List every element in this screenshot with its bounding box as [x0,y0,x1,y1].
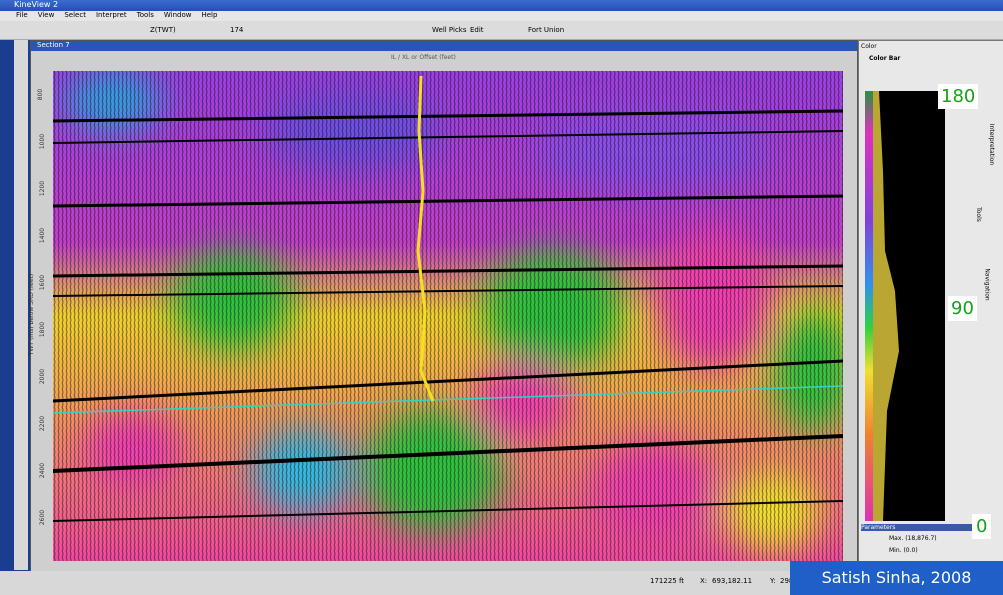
color-scale [865,91,873,521]
top-axis-label: IL / XL or Offset (feet) [391,54,456,61]
side-tab[interactable]: Tools [974,207,982,222]
color-bar-heading: Color Bar [869,55,901,62]
menu-item[interactable]: Tools [136,11,154,19]
domain-select[interactable]: Z(TWT) [150,26,176,34]
menu-item[interactable]: Interpret [95,11,127,19]
edit-button[interactable]: Edit [470,26,484,34]
histogram-shape [873,91,899,521]
max-label: Max. (18,876.7) [889,535,937,542]
menu-bar: File View Select Interpret Tools Window Help [0,11,1003,21]
section-window: Section 7 IL / XL or Offset (feet) TWT (… [28,40,858,572]
seismic-section [53,71,843,561]
menu-item[interactable]: Help [201,11,218,19]
depth-tick-label: 2000 [39,368,47,385]
status-y-label: Y: [770,577,776,585]
depth-tick-label: 2400 [39,462,47,479]
depth-tick-label: 800 [37,88,45,101]
status-x-label: X: [700,577,708,585]
menu-item[interactable]: Select [64,11,86,19]
depth-tick-label: 1600 [39,274,47,291]
side-tab[interactable]: Navigation [983,268,991,301]
credit-label: Satish Sinha, 2008 [790,561,1003,595]
tool-strip [14,40,28,570]
depth-tick-label: 1800 [39,321,47,338]
depth-axis: 800 1000 1200 1400 1600 1800 2000 2200 2400 2600 [35,71,53,561]
horizon-select[interactable]: Fort Union [528,26,565,34]
parameters-header: Parameters [861,524,989,531]
side-tab[interactable]: Interpretation [988,123,996,166]
side-panel: Color Color Bar Interpretation Tools Navig… [858,40,1003,572]
menu-item[interactable]: Window [163,11,192,19]
section-tab[interactable]: Section 7 [31,41,857,51]
min-label: Min. (0.0) [889,547,918,554]
depth-tick-label: 1000 [39,133,47,150]
scale-top-label: 180 [938,84,979,109]
line-number[interactable]: 174 [230,26,244,34]
depth-tick-label: 1400 [39,227,47,244]
panel-title: Color [861,43,877,50]
toolbar: Z(TWT) 174 Well Picks Edit Fort Union [0,21,1003,40]
well-picks-button[interactable]: Well Picks [432,26,467,34]
title-bar: KineView 2 [0,0,1003,11]
menu-item[interactable]: View [37,11,55,19]
depth-tick-label: 1200 [39,180,47,197]
scale-mid-label: 90 [948,296,977,321]
depth-tick-label: 2600 [39,509,47,526]
histogram [865,91,945,521]
menu-item[interactable]: File [16,11,28,19]
status-x-value: 693,182.11 [712,577,753,585]
scale-bottom-label: 0 [972,514,992,539]
depth-tick-label: 2200 [39,415,47,432]
status-distance: 171225 ft [650,577,685,585]
